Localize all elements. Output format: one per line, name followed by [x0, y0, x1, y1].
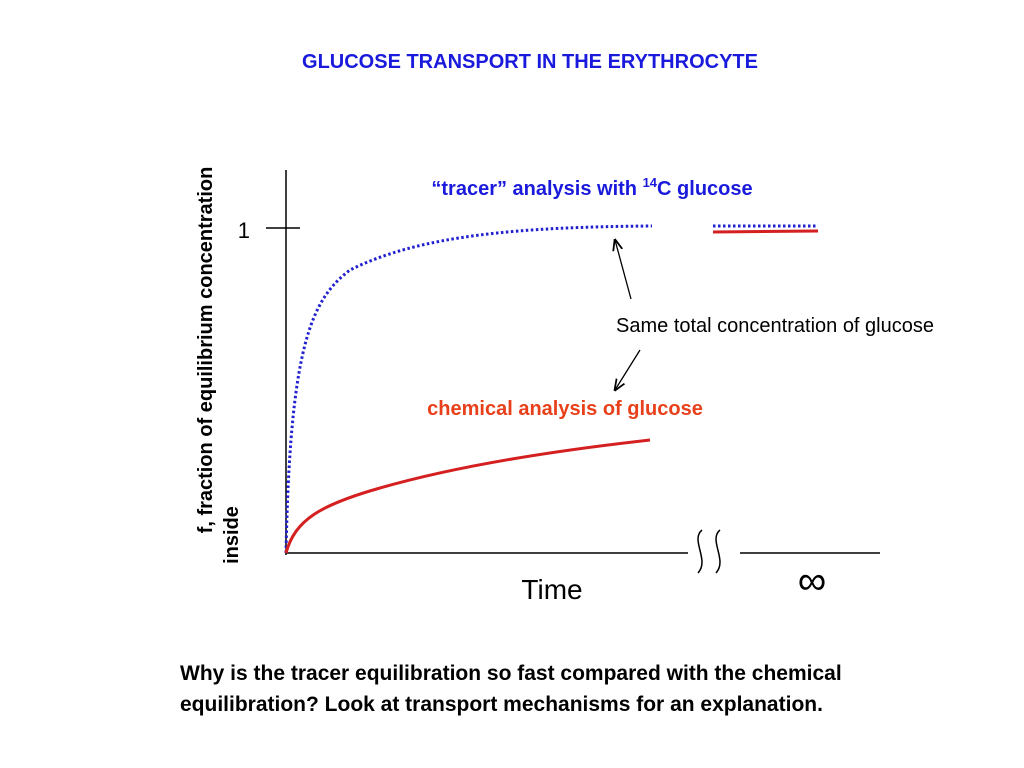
note: Same total concentration of glucose	[616, 315, 934, 337]
axis-break	[697, 529, 721, 574]
y-axis-label-line: inside	[221, 506, 243, 564]
tracer-label-text: “tracer” analysis with	[431, 178, 642, 200]
arrow	[615, 349, 641, 390]
tracer-label-text: C glucose	[657, 178, 753, 200]
title: GLUCOSE TRANSPORT IN THE ERYTHROCYTE	[302, 51, 758, 73]
chemical-plateau	[712, 229, 819, 234]
infinity-label: ∞	[798, 559, 827, 603]
chemical-label: chemical analysis of glucose	[427, 398, 703, 420]
tracer-label-sup: 14	[643, 175, 658, 190]
question: Why is the tracer equilibration so fast …	[180, 662, 842, 716]
y-axis-label-line: f, fraction of equilibrium concentration	[195, 167, 217, 534]
diagram: GLUCOSE TRANSPORT IN THE ERYTHROCYTE 1 T…	[195, 51, 934, 605]
tracer-curve	[284, 224, 653, 554]
chemical-curve	[284, 438, 651, 554]
y-axis-label: f, fraction of equilibrium concentration…	[195, 167, 243, 564]
tracer-label: “tracer” analysis with 14C glucose	[431, 175, 752, 200]
arrow	[615, 240, 632, 300]
x-axis-label: Time	[521, 574, 582, 605]
y-tick-label: 1	[238, 218, 250, 243]
